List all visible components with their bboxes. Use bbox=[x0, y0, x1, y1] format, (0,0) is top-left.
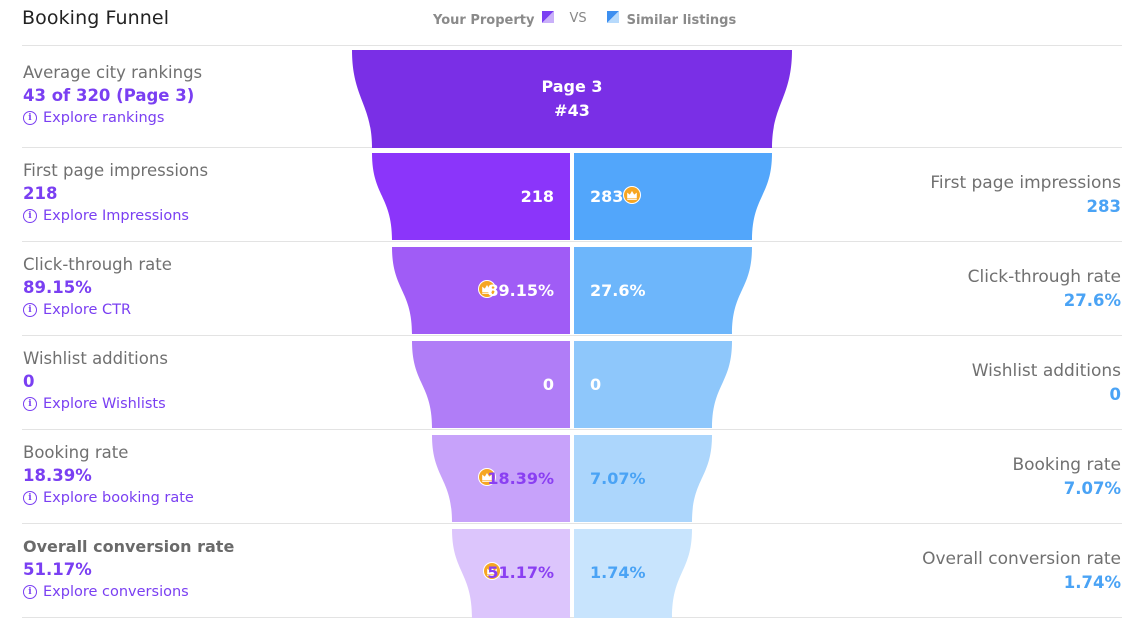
conversion-similar-block: Overall conversion rate 1.74% bbox=[922, 549, 1121, 592]
wishlist-property-value: 0 bbox=[23, 372, 35, 391]
impressions-block: First page impressions 218 i Explore Imp… bbox=[23, 161, 208, 224]
funnel-booking-property-segment bbox=[432, 435, 570, 522]
legend-property-swatch-icon bbox=[542, 11, 555, 23]
ctr-block: Click-through rate 89.15% i Explore CTR bbox=[23, 255, 172, 318]
funnel-wishlist-similar-value: 0 bbox=[590, 375, 601, 394]
info-icon: i bbox=[23, 209, 37, 223]
funnel-impressions-similar-value: 283 bbox=[590, 187, 623, 206]
page-title: Booking Funnel bbox=[22, 7, 170, 29]
funnel-ranking-rank: #43 bbox=[554, 101, 590, 120]
booking-rate-similar-block: Booking rate 7.07% bbox=[1012, 455, 1121, 498]
info-icon: i bbox=[23, 491, 37, 505]
ranking-label: Average city rankings bbox=[23, 63, 203, 82]
funnel-impressions-property-segment bbox=[372, 153, 570, 240]
booking-rate-property-value: 18.39% bbox=[23, 466, 92, 485]
funnel-ctr-similar-value: 27.6% bbox=[590, 281, 646, 300]
wishlist-similar-label: Wishlist additions bbox=[971, 361, 1121, 381]
explore-ctr-link[interactable]: i Explore CTR bbox=[23, 302, 172, 318]
funnel-conversion-property-segment bbox=[452, 529, 570, 618]
conversion-property-value: 51.17% bbox=[23, 560, 92, 579]
impressions-similar-block: First page impressions 283 bbox=[930, 173, 1121, 216]
explore-ctr-label: Explore CTR bbox=[43, 302, 132, 318]
funnel-wishlist-property-value: 0 bbox=[543, 375, 554, 394]
row-divider bbox=[22, 335, 1122, 336]
explore-impressions-link[interactable]: i Explore Impressions bbox=[23, 208, 208, 224]
booking-rate-similar-label: Booking rate bbox=[1012, 455, 1121, 475]
funnel-booking-similar-value: 7.07% bbox=[590, 469, 646, 488]
ctr-label: Click-through rate bbox=[23, 255, 172, 274]
ctr-similar-value: 27.6% bbox=[1063, 291, 1121, 310]
row-divider bbox=[22, 523, 1122, 524]
explore-booking-rate-link[interactable]: i Explore booking rate bbox=[23, 490, 194, 506]
info-icon: i bbox=[23, 397, 37, 411]
legend-similar-label: Similar listings bbox=[626, 12, 737, 28]
row-divider bbox=[22, 241, 1122, 242]
info-icon: i bbox=[23, 111, 37, 125]
row-divider bbox=[22, 45, 1122, 46]
booking-rate-similar-value: 7.07% bbox=[1063, 479, 1121, 498]
wishlist-block: Wishlist additions 0 i Explore Wishlists bbox=[23, 349, 168, 412]
conversion-similar-label: Overall conversion rate bbox=[922, 549, 1121, 569]
crown-icon bbox=[623, 186, 641, 204]
explore-wishlists-label: Explore Wishlists bbox=[43, 396, 166, 412]
funnel-ctr-similar-segment bbox=[574, 247, 752, 334]
explore-conversions-link[interactable]: i Explore conversions bbox=[23, 584, 234, 600]
wishlist-label: Wishlist additions bbox=[23, 349, 168, 368]
funnel-wishlist-property-segment bbox=[412, 341, 570, 428]
conversion-similar-value: 1.74% bbox=[1063, 573, 1121, 592]
legend-similar-swatch-icon bbox=[606, 11, 619, 23]
info-icon: i bbox=[23, 303, 37, 317]
explore-conversions-label: Explore conversions bbox=[43, 584, 189, 600]
funnel-impressions-similar-segment bbox=[574, 153, 772, 240]
legend: Your Property VS Similar listings bbox=[433, 10, 736, 30]
explore-booking-rate-label: Explore booking rate bbox=[43, 490, 194, 506]
info-icon: i bbox=[23, 585, 37, 599]
funnel-conversion-similar-segment bbox=[574, 529, 692, 618]
funnel-ranking-segment bbox=[352, 50, 792, 148]
explore-impressions-label: Explore Impressions bbox=[43, 208, 189, 224]
booking-rate-block: Booking rate 18.39% i Explore booking ra… bbox=[23, 443, 194, 506]
wishlist-similar-value: 0 bbox=[1109, 385, 1121, 404]
impressions-similar-label: First page impressions bbox=[930, 173, 1121, 193]
explore-rankings-label: Explore rankings bbox=[43, 110, 165, 126]
ranking-block: Average city rankings 43 of 320 (Page 3)… bbox=[23, 63, 202, 126]
impressions-property-value: 218 bbox=[23, 184, 58, 203]
explore-wishlists-link[interactable]: i Explore Wishlists bbox=[23, 396, 168, 412]
row-divider bbox=[22, 429, 1122, 430]
funnel-wishlist-similar-segment bbox=[574, 341, 732, 428]
funnel-booking-similar-segment bbox=[574, 435, 712, 522]
explore-rankings-link[interactable]: i Explore rankings bbox=[23, 110, 202, 126]
funnel-conversion-similar-value: 1.74% bbox=[590, 563, 646, 582]
ranking-value: 43 of 320 (Page 3) bbox=[23, 86, 195, 105]
ctr-property-value: 89.15% bbox=[23, 278, 92, 297]
legend-vs: VS bbox=[569, 10, 587, 26]
ctr-similar-label: Click-through rate bbox=[967, 267, 1121, 287]
funnel-ctr-property-value: 89.15% bbox=[487, 281, 554, 300]
conversion-block: Overall conversion rate 51.17% i Explore… bbox=[23, 537, 234, 600]
booking-rate-label: Booking rate bbox=[23, 443, 129, 462]
impressions-similar-value: 283 bbox=[1086, 197, 1121, 216]
ctr-similar-block: Click-through rate 27.6% bbox=[968, 267, 1121, 310]
funnel-impressions-property-value: 218 bbox=[521, 187, 554, 206]
wishlist-similar-block: Wishlist additions 0 bbox=[972, 361, 1121, 404]
funnel-booking-property-value: 18.39% bbox=[487, 469, 554, 488]
legend-property-label: Your Property bbox=[433, 12, 535, 28]
funnel-conversion-property-value: 51.17% bbox=[487, 563, 554, 582]
conversion-label: Overall conversion rate bbox=[23, 537, 235, 556]
impressions-label: First page impressions bbox=[23, 161, 209, 180]
funnel-ranking-page: Page 3 bbox=[541, 77, 602, 96]
